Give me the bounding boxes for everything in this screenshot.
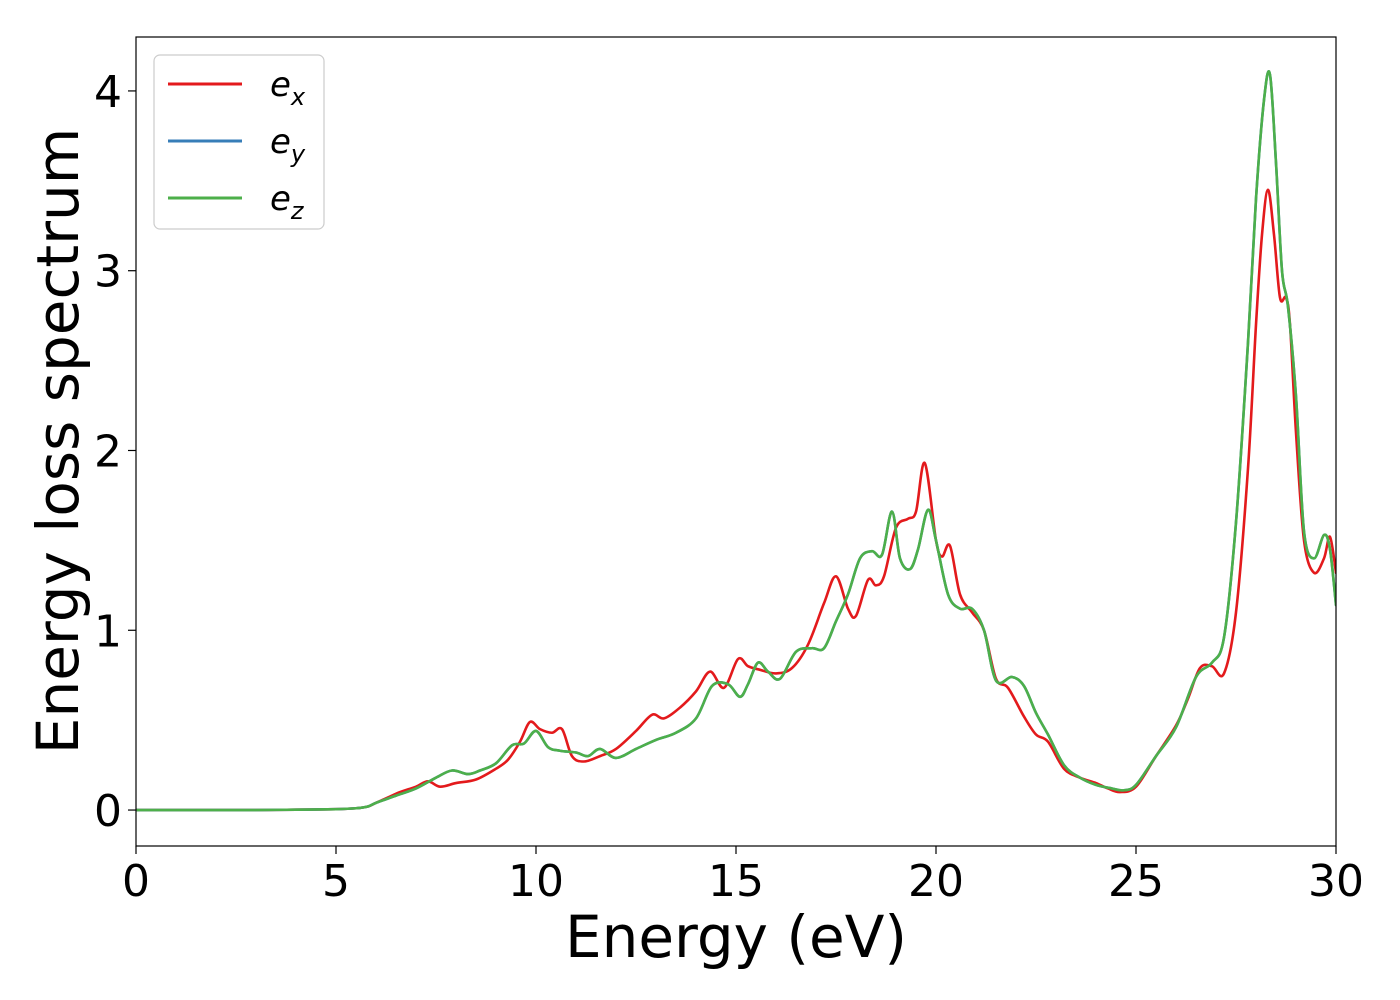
- legend-label-e-z: ez: [270, 179, 305, 225]
- y-tick-label: 1: [94, 606, 122, 657]
- x-tick-label: 20: [908, 856, 964, 907]
- y-tick-label: 2: [94, 426, 122, 477]
- x-tick-label: 30: [1308, 856, 1364, 907]
- x-tick-label: 0: [122, 856, 150, 907]
- legend-label-e-y: ey: [270, 122, 306, 168]
- y-axis-ticks: 0 1 2 3 4: [94, 67, 136, 837]
- y-tick-label: 3: [94, 247, 122, 298]
- y-tick-label: 0: [94, 786, 122, 837]
- series-layer: [136, 70, 1336, 812]
- y-tick-label: 4: [94, 67, 122, 118]
- x-axis-ticks: 0 5 10 15 20 25 30: [122, 846, 1364, 907]
- x-tick-label: 25: [1108, 856, 1164, 907]
- x-axis-label: Energy (eV): [565, 903, 907, 971]
- series-line-e-z: [136, 70, 1336, 812]
- y-axis-label: Energy loss spectrum: [24, 128, 92, 754]
- x-tick-label: 5: [322, 856, 350, 907]
- plot-background: [136, 37, 1336, 846]
- series-line-e-x: [136, 188, 1336, 812]
- legend: ex ey ez: [153, 54, 325, 230]
- legend-label-e-x: ex: [270, 65, 306, 111]
- x-tick-label: 10: [508, 856, 564, 907]
- x-tick-label: 15: [708, 856, 764, 907]
